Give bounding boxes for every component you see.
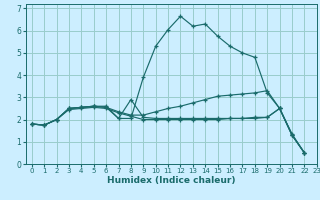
X-axis label: Humidex (Indice chaleur): Humidex (Indice chaleur) xyxy=(107,176,236,185)
